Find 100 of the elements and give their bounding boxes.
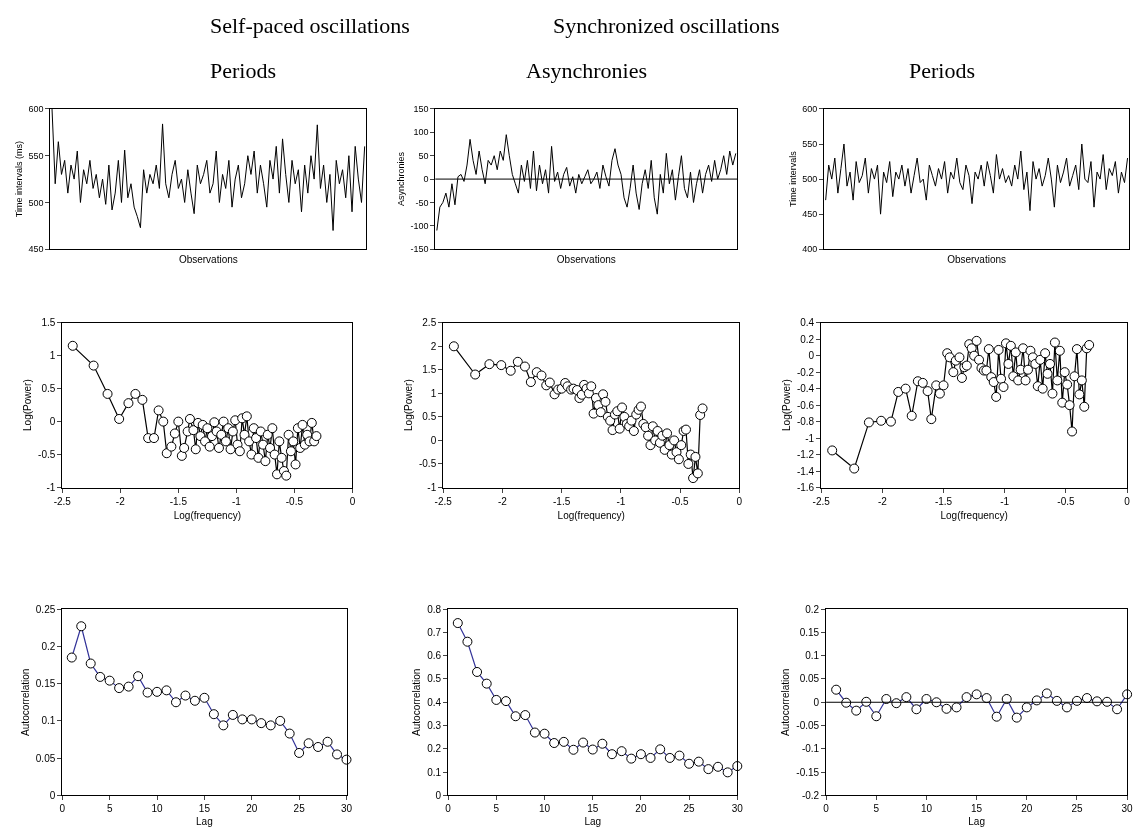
y-tick-label: 0.2: [800, 333, 815, 345]
y-tick-label: -0.05: [796, 720, 820, 732]
y-tick-label: -0.6: [796, 399, 815, 411]
y-tick-label: -1.4: [796, 465, 815, 477]
y-tick-label: 600: [28, 104, 44, 115]
x-tick-label: 0: [349, 495, 356, 507]
x-tick-label: 5: [106, 803, 113, 815]
y-tick-label: -150: [410, 244, 429, 255]
x-tick-label: 0: [445, 803, 452, 815]
x-tick-label: 0: [823, 803, 830, 815]
y-tick-label: -0.2: [801, 789, 820, 801]
y-tick-label: 500: [28, 197, 44, 208]
y-tick-label: 450: [802, 209, 818, 220]
y-axis-title: Autocorrelation: [780, 668, 792, 736]
text: Synchronized oscillations: [553, 13, 780, 38]
y-tick-label: -0.5: [418, 458, 437, 470]
y-tick-label: 2.5: [422, 317, 437, 329]
x-axis-title: Lag: [196, 816, 213, 827]
x-tick-label: 20: [635, 803, 647, 815]
x-axis-title: Observations: [947, 253, 1007, 265]
y-tick-label: 0.3: [427, 720, 442, 732]
y-tick-label: 0: [49, 789, 56, 801]
y-tick-label: 400: [802, 244, 818, 255]
x-tick-label: -2.5: [53, 495, 72, 507]
x-tick-label: 10: [151, 803, 164, 815]
y-tick-label: 0: [435, 789, 442, 801]
y-axis-title: Time intervals (ms): [13, 141, 24, 218]
y-tick-label: 0.4: [800, 317, 815, 329]
y-tick-label: 0.15: [35, 678, 56, 690]
x-tick-label: -2: [877, 495, 888, 507]
y-tick-label: -0.15: [796, 766, 820, 778]
y-tick-label: 0.8: [427, 603, 442, 615]
x-axis-title: Lag: [584, 816, 602, 827]
y-tick-label: 1.5: [422, 364, 437, 376]
chart-title: Periods: [909, 58, 975, 83]
y-tick-label: 0: [808, 350, 815, 362]
y-tick-label: 2: [430, 340, 437, 352]
y-tick-label: 0.2: [805, 603, 820, 615]
x-tick-label: -0.5: [671, 495, 690, 507]
x-tick-label: 0: [1124, 495, 1131, 507]
y-axis-title: Autocorrelation: [411, 668, 423, 736]
y-tick-label: 0.05: [35, 752, 56, 764]
x-tick-label: -1.5: [934, 495, 953, 507]
y-axis-title: Log(Power): [780, 379, 792, 431]
chart-title: Periods: [210, 58, 276, 83]
y-tick-label: 0: [813, 696, 820, 708]
y-tick-label: 0: [430, 434, 437, 446]
x-axis-title: Lag: [968, 816, 985, 827]
y-tick-label: -100: [410, 220, 429, 231]
x-tick-label: -1: [231, 495, 242, 507]
x-tick-label: -2: [497, 495, 508, 507]
x-tick-label: -1: [616, 495, 626, 507]
x-axis-title: Log(frequency): [557, 510, 625, 521]
y-tick-label: 600: [802, 104, 818, 115]
x-tick-label: -2: [115, 495, 126, 507]
y-tick-label: 1.5: [41, 317, 56, 329]
x-tick-label: 25: [683, 803, 696, 815]
y-axis-title: Time intervals: [787, 150, 798, 207]
x-tick-label: 5: [493, 803, 500, 815]
x-axis-title: Observations: [178, 253, 238, 265]
x-tick-label: -1: [1000, 495, 1010, 507]
y-tick-label: 100: [413, 127, 429, 138]
y-axis-title: Log(Power): [22, 379, 34, 431]
x-tick-label: 15: [198, 803, 211, 815]
x-tick-label: -0.5: [1057, 495, 1075, 507]
text: Self-paced oscillations: [210, 13, 410, 38]
x-tick-label: -0.5: [285, 495, 304, 507]
y-tick-label: -1.2: [796, 449, 815, 461]
x-axis-title: Log(frequency): [173, 510, 241, 521]
y-tick-label: 0.4: [427, 696, 442, 708]
x-tick-label: 20: [246, 803, 258, 815]
x-tick-label: -1.5: [169, 495, 188, 507]
y-tick-label: 1: [430, 387, 437, 399]
y-tick-label: 150: [413, 104, 429, 115]
y-tick-label: 0.5: [422, 411, 437, 423]
y-tick-label: 0: [423, 174, 429, 185]
y-tick-label: 0.25: [35, 603, 56, 615]
y-tick-label: -0.2: [796, 366, 815, 378]
y-tick-label: 0.5: [427, 673, 442, 685]
x-axis-title: Log(frequency): [940, 510, 1008, 521]
y-tick-label: -0.8: [796, 416, 815, 428]
y-tick-label: 0.2: [41, 640, 56, 652]
x-tick-label: -2.5: [812, 495, 831, 507]
x-axis-title: Observations: [556, 253, 616, 265]
x-tick-label: 10: [538, 803, 551, 815]
x-tick-label: 15: [971, 803, 983, 815]
x-tick-label: 10: [920, 803, 933, 815]
x-tick-label: 30: [1121, 803, 1134, 815]
y-tick-label: 450: [28, 244, 44, 255]
x-tick-label: 30: [731, 803, 744, 815]
y-tick-label: -1.6: [796, 482, 815, 493]
y-tick-label: 550: [28, 150, 44, 161]
y-tick-label: 1: [49, 350, 56, 362]
y-tick-label: -0.1: [801, 743, 820, 755]
x-tick-label: 0: [59, 803, 66, 815]
y-tick-label: 0.7: [427, 626, 442, 638]
x-tick-label: -2.5: [434, 495, 453, 507]
x-tick-label: 5: [873, 803, 880, 815]
x-tick-label: 30: [340, 803, 353, 815]
y-tick-label: 0: [49, 416, 56, 428]
